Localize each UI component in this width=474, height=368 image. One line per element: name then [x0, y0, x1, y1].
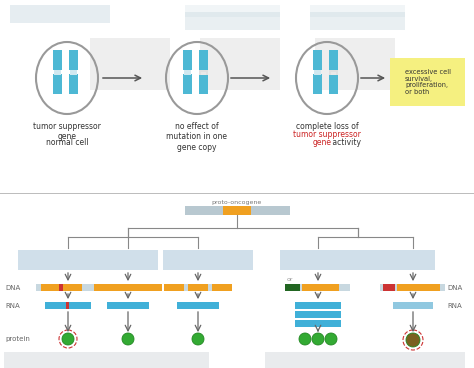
Bar: [69, 74, 78, 94]
Bar: [285, 284, 300, 291]
Bar: [330, 70, 337, 75]
Circle shape: [325, 333, 337, 345]
Bar: [295, 320, 341, 327]
Bar: [164, 284, 184, 291]
Bar: [53, 74, 62, 94]
Circle shape: [192, 333, 204, 345]
Bar: [199, 50, 208, 70]
Bar: [329, 50, 338, 70]
Bar: [285, 284, 350, 291]
Bar: [66, 302, 69, 309]
Bar: [199, 74, 208, 94]
Bar: [53, 50, 62, 70]
Bar: [331, 72, 336, 75]
Text: RNA: RNA: [447, 303, 462, 309]
Bar: [183, 74, 192, 94]
Bar: [188, 284, 208, 291]
Bar: [397, 284, 440, 291]
Bar: [390, 58, 465, 106]
Bar: [383, 284, 395, 291]
Bar: [314, 70, 321, 75]
Bar: [45, 302, 91, 309]
Bar: [295, 302, 341, 309]
Bar: [69, 50, 78, 70]
Text: tumor suppressor
gene: tumor suppressor gene: [33, 122, 101, 141]
Bar: [41, 284, 82, 291]
Text: RNA: RNA: [5, 303, 20, 309]
Bar: [163, 250, 253, 270]
Bar: [201, 72, 206, 75]
Bar: [185, 12, 280, 30]
Text: excessive cell
survival,
proliferation,
or both: excessive cell survival, proliferation, …: [405, 68, 451, 96]
Text: DNA: DNA: [447, 285, 462, 291]
Bar: [295, 311, 341, 318]
Text: normal cell: normal cell: [46, 138, 88, 147]
Bar: [223, 206, 251, 215]
Text: tumor suppressor: tumor suppressor: [293, 130, 361, 139]
Bar: [313, 50, 322, 70]
Bar: [54, 70, 61, 75]
Bar: [184, 70, 191, 75]
Bar: [4, 352, 209, 368]
Bar: [393, 302, 433, 309]
Bar: [329, 74, 338, 94]
Bar: [313, 74, 322, 94]
Bar: [280, 250, 435, 270]
Bar: [18, 250, 158, 270]
Bar: [381, 284, 446, 291]
Circle shape: [62, 333, 74, 345]
Bar: [183, 50, 192, 70]
Bar: [310, 5, 405, 17]
Bar: [107, 302, 149, 309]
Bar: [94, 284, 162, 291]
Bar: [164, 284, 232, 291]
Text: no effect of
mutation in one
gene copy: no effect of mutation in one gene copy: [166, 122, 228, 152]
Bar: [10, 5, 110, 23]
Circle shape: [406, 333, 420, 347]
Text: complete loss of: complete loss of: [296, 122, 358, 131]
Bar: [265, 352, 465, 368]
Text: activity: activity: [330, 138, 361, 147]
Circle shape: [122, 333, 134, 345]
Bar: [94, 284, 162, 291]
Text: or: or: [287, 277, 293, 282]
Bar: [315, 38, 395, 90]
Bar: [90, 38, 170, 90]
Bar: [185, 5, 280, 17]
Bar: [329, 70, 338, 75]
Bar: [185, 206, 290, 215]
Bar: [302, 284, 339, 291]
Bar: [177, 302, 219, 309]
Bar: [310, 12, 405, 30]
Text: gene: gene: [313, 138, 332, 147]
Bar: [59, 284, 63, 291]
Text: proto-oncogene: proto-oncogene: [212, 200, 262, 205]
Bar: [211, 284, 232, 291]
Bar: [200, 70, 207, 75]
Bar: [200, 38, 280, 90]
Bar: [36, 284, 100, 291]
Circle shape: [312, 333, 324, 345]
Bar: [199, 70, 208, 75]
Circle shape: [299, 333, 311, 345]
Text: DNA: DNA: [5, 285, 20, 291]
Bar: [70, 70, 77, 75]
Text: protein: protein: [5, 336, 30, 342]
